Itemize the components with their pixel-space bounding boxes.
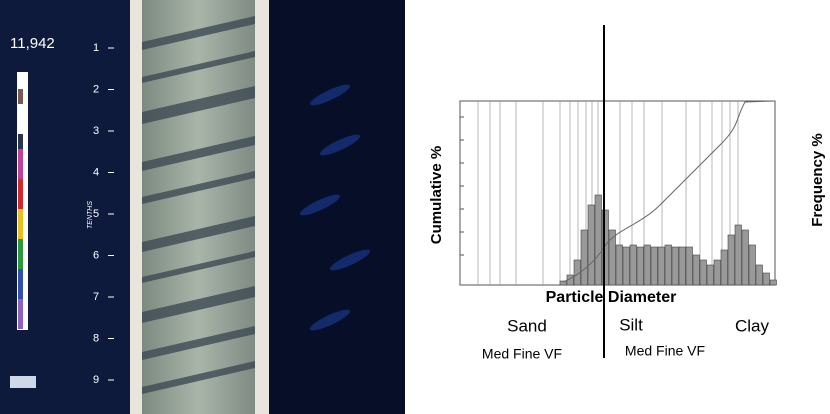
class-name: Clay (735, 316, 770, 335)
color-swatch (18, 149, 23, 164)
scale-tick-label: 5 (93, 208, 99, 220)
core-tray (255, 0, 269, 414)
histogram-bar (616, 245, 623, 285)
scale-tick-label: 6 (93, 249, 99, 261)
scale-tick-label: 4 (93, 166, 99, 178)
color-swatch (18, 299, 23, 314)
page: {"photo": {"depth_label": "11,942", "sca… (0, 0, 830, 414)
color-swatch (18, 224, 23, 239)
scale-tick-label: 8 (93, 332, 99, 344)
histogram-bar (742, 230, 749, 285)
histogram-bar (735, 225, 742, 285)
histogram-bar (686, 247, 693, 285)
histogram-bar (672, 247, 679, 285)
histogram-bar (763, 273, 770, 285)
uv-photo (269, 0, 405, 414)
scale-tick-label: 3 (93, 125, 99, 137)
color-swatch (18, 209, 23, 224)
histogram-bar (679, 247, 686, 285)
figure: 11,942 TENTHS 123456789 Cumulative % Fre… (0, 0, 830, 414)
color-swatch (18, 194, 23, 209)
y-axis-left-label: Cumulative % (428, 146, 445, 244)
color-swatch (18, 314, 23, 329)
color-swatch (18, 254, 23, 269)
class-name: Silt (619, 315, 643, 334)
color-swatch (18, 269, 23, 284)
core-tray (130, 0, 142, 414)
histogram-bar (595, 195, 602, 285)
color-swatch (18, 74, 23, 89)
subclass-names: Med Fine VF (625, 343, 705, 359)
color-swatch (18, 104, 23, 119)
scale-tick-label: 2 (93, 83, 99, 95)
y-axis-right-label: Frequency % (809, 133, 826, 226)
color-swatch (18, 239, 23, 254)
histogram-bar (581, 230, 588, 285)
color-swatch (18, 119, 23, 134)
histogram-bar (707, 265, 714, 285)
histogram-bar (630, 245, 637, 285)
scale-tick-label: 7 (93, 291, 99, 303)
histogram-bar (728, 235, 735, 285)
x-axis-label: Particle Diameter (546, 289, 677, 306)
color-swatch (18, 284, 23, 299)
histogram-bar (637, 247, 644, 285)
color-swatch (18, 134, 23, 149)
subclass-names: Med Fine VF (482, 346, 562, 362)
histogram-bar (693, 255, 700, 285)
depth-label: 11,942 (10, 35, 55, 52)
histogram-bar (700, 260, 707, 285)
scale-tick-label: 1 (93, 42, 99, 54)
histogram-bar (721, 250, 728, 285)
histogram-bar (588, 205, 595, 285)
color-swatch (18, 164, 23, 179)
logo (10, 376, 36, 388)
class-name: Sand (507, 316, 547, 335)
scale-tick-label: 9 (93, 374, 99, 386)
histogram-bar (714, 260, 721, 285)
histogram-bar (770, 280, 777, 285)
histogram-bar (644, 245, 651, 285)
histogram-bar (749, 245, 756, 285)
color-bar (17, 72, 28, 330)
color-swatch (18, 179, 23, 194)
histogram-bar (658, 247, 665, 285)
histogram-bar (602, 210, 609, 285)
histogram-bar (756, 265, 763, 285)
histogram-bar (623, 247, 630, 285)
color-swatch (18, 89, 23, 104)
histogram-bar (665, 245, 672, 285)
histogram-bar (651, 247, 658, 285)
